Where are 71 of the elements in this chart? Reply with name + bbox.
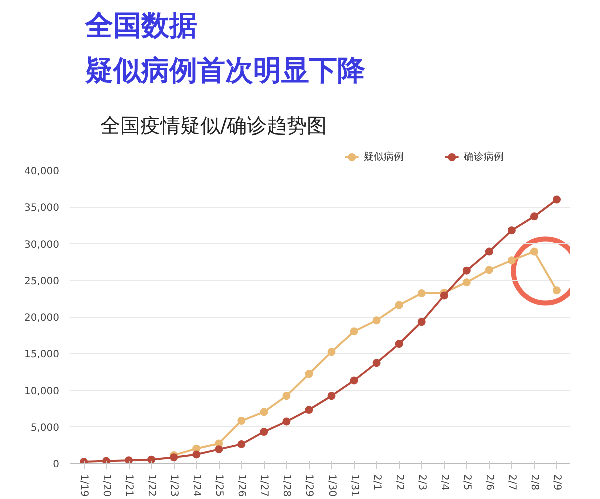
y-tick-label: 20,000 [24,313,60,324]
point [485,266,494,274]
point [260,408,268,416]
point [372,316,381,325]
x-tick-label: 1/23 [168,474,180,497]
legend-label: 疑似病例 [364,151,404,163]
x-tick-label: 2/6 [484,474,495,491]
y-tick-label: 25,000 [24,276,60,288]
chart-subtitle: 疑似病例首次明显下降 [84,54,366,87]
point [462,266,471,275]
x-tick-label: 2/7 [506,474,518,491]
point [148,456,156,464]
x-tick-label: 1/22 [146,474,158,497]
point [238,440,246,448]
text: 全国疫情疑似/确诊趋势图 [100,114,328,138]
x-tick-label: 1/28 [281,474,292,497]
point [530,212,538,221]
y-tick-label: 35,000 [24,203,60,214]
point [552,196,561,204]
legend-label: 确诊病例 [462,151,504,163]
point [328,348,336,356]
point [350,376,358,385]
chart-title: 全国数据 [84,9,198,42]
point [260,428,268,436]
x-tick-label: 1/26 [236,474,248,497]
point [170,454,178,462]
x-tick-label: 2/4 [438,474,450,491]
x-tick-label: 2/8 [528,474,540,491]
x-tick-label: 1/19 [78,474,90,497]
y-tick-label: 40,000 [24,166,60,178]
x-tick-label: 1/31 [348,474,360,497]
x-tick-label: 1/30 [326,474,338,497]
x-tick-label: 1/29 [304,474,315,497]
x-tick-label: 1/25 [214,474,225,497]
x-tick-label: 1/24 [191,474,202,497]
y-tick-label: 10,000 [24,386,60,398]
point [305,370,314,378]
point [418,290,426,298]
point [395,340,404,348]
point [238,417,246,426]
y-tick-label: 5,000 [30,422,60,434]
x-tick-label: 2/9 [551,474,562,491]
point [395,301,404,310]
point [552,286,561,295]
point [372,359,381,368]
x-tick-label: 1/27 [258,474,270,497]
point [508,256,516,265]
x-tick-label: 1/20 [101,474,112,497]
point [440,292,448,300]
point [350,328,358,336]
point [192,450,201,459]
y-tick-label: 0 [53,460,60,470]
x-tick-label: 2/3 [416,474,428,491]
point [215,446,224,454]
point [102,457,111,464]
point [282,392,291,400]
point [462,278,471,287]
point [305,406,314,414]
x-tick-label: 2/1 [371,474,382,491]
point [530,248,538,256]
x-tick-label: 1/21 [124,474,135,497]
y-tick-label: 30,000 [24,240,60,251]
point [328,392,336,400]
x-tick-label: 2/5 [461,474,472,491]
point [508,226,516,235]
point [125,456,134,464]
x-tick-label: 2/2 [394,474,405,491]
point [282,418,291,426]
point [418,318,426,326]
y-tick-label: 15,000 [24,350,60,361]
point [485,248,494,256]
